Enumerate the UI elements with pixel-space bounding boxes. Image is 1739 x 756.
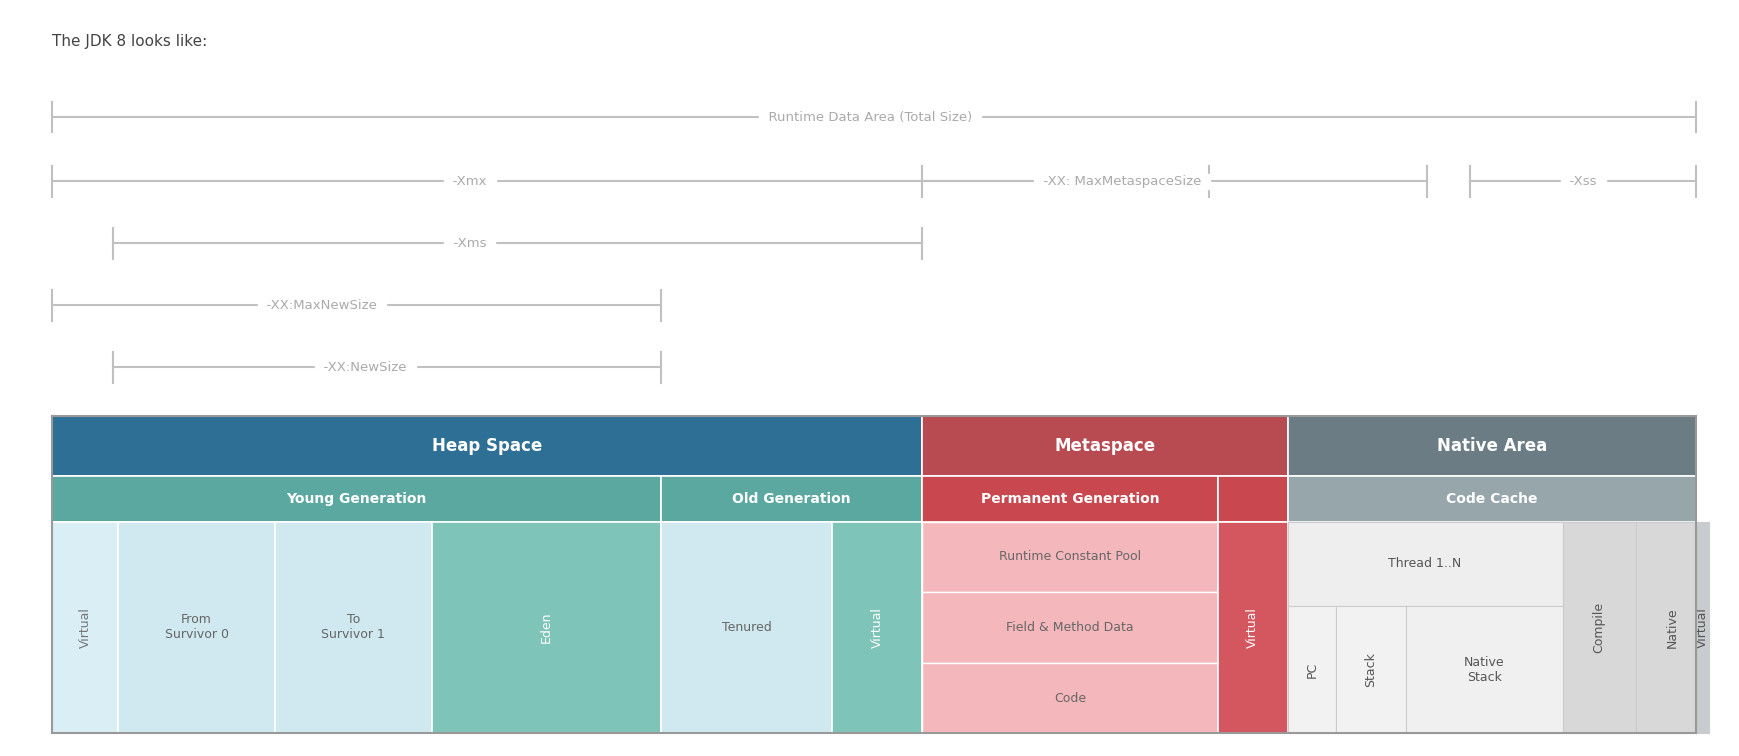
Text: -Xmx: -Xmx: [443, 175, 496, 188]
Text: Virtual: Virtual: [870, 607, 883, 648]
Text: Stack: Stack: [1363, 652, 1377, 687]
Text: Native
Stack: Native Stack: [1462, 655, 1504, 684]
Text: -XX: MaxMetaspaceSize: -XX: MaxMetaspaceSize: [1035, 175, 1209, 188]
Bar: [1696, 522, 1708, 733]
Bar: [1287, 416, 1696, 476]
Bar: [1217, 476, 1287, 522]
Text: Thread 1..N: Thread 1..N: [1388, 557, 1461, 571]
Bar: [52, 522, 118, 733]
Text: -Xms: -Xms: [445, 237, 494, 250]
Text: Runtime Data Area (Total Size): Runtime Data Area (Total Size): [760, 110, 979, 124]
Text: Virtual: Virtual: [1245, 607, 1259, 648]
Bar: [661, 522, 831, 733]
Bar: [661, 476, 922, 522]
Bar: [922, 476, 1217, 522]
Bar: [1405, 606, 1562, 733]
Bar: [275, 522, 431, 733]
Text: Heap Space: Heap Space: [431, 437, 543, 455]
Text: Native Area: Native Area: [1436, 437, 1546, 455]
Bar: [922, 416, 1287, 476]
Text: Native: Native: [1664, 607, 1678, 648]
Bar: [52, 416, 1696, 733]
Bar: [1287, 606, 1336, 733]
Bar: [831, 522, 922, 733]
Bar: [52, 476, 661, 522]
Bar: [118, 522, 275, 733]
Text: From
Survivor 0: From Survivor 0: [165, 613, 228, 642]
Bar: [431, 522, 661, 733]
Bar: [52, 416, 922, 476]
Text: The JDK 8 looks like:: The JDK 8 looks like:: [52, 34, 207, 49]
Bar: [922, 663, 1217, 733]
Bar: [922, 592, 1217, 663]
Text: Eden: Eden: [539, 612, 553, 643]
Text: Field & Method Data: Field & Method Data: [1005, 621, 1134, 634]
Bar: [1635, 522, 1708, 733]
Text: Virtual: Virtual: [1696, 607, 1708, 648]
Text: Permanent Generation: Permanent Generation: [981, 492, 1158, 506]
Bar: [1336, 606, 1405, 733]
Text: Code: Code: [1054, 692, 1085, 705]
Bar: [1287, 476, 1696, 522]
Bar: [1562, 522, 1635, 733]
Text: PC: PC: [1304, 662, 1318, 678]
Text: Metaspace: Metaspace: [1054, 437, 1155, 455]
Text: Young Generation: Young Generation: [287, 492, 426, 506]
Text: Virtual: Virtual: [78, 607, 92, 648]
Text: To
Survivor 1: To Survivor 1: [322, 613, 384, 642]
Text: Tenured: Tenured: [722, 621, 770, 634]
Text: Old Generation: Old Generation: [732, 492, 850, 506]
Bar: [922, 522, 1217, 592]
Text: Runtime Constant Pool: Runtime Constant Pool: [998, 550, 1141, 563]
Text: Compile: Compile: [1591, 602, 1605, 653]
Text: Code Cache: Code Cache: [1445, 492, 1537, 506]
Text: -XX:MaxNewSize: -XX:MaxNewSize: [257, 299, 386, 312]
Text: -XX:NewSize: -XX:NewSize: [315, 361, 416, 374]
Bar: [1287, 522, 1562, 606]
Bar: [1217, 522, 1287, 733]
Text: -Xss: -Xss: [1560, 175, 1605, 188]
